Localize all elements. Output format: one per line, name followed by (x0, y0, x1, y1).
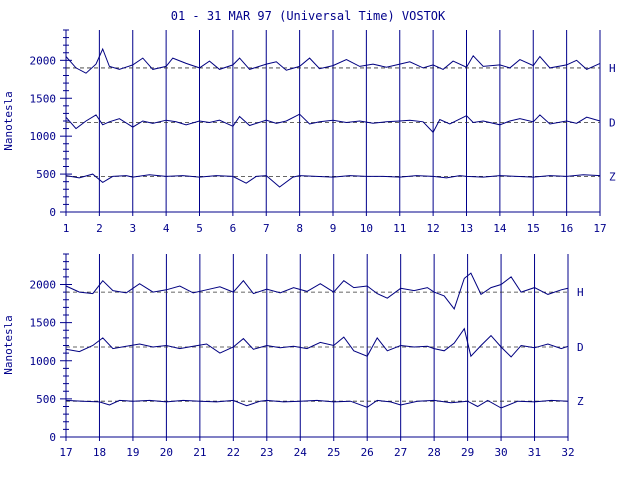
x-tick-label: 10 (360, 222, 373, 235)
x-tick-label: 23 (260, 446, 273, 459)
x-tick-label: 30 (494, 446, 507, 459)
x-tick-label: 17 (59, 446, 72, 459)
x-tick-label: 1 (63, 222, 70, 235)
x-tick-label: 12 (427, 222, 440, 235)
y-tick-label: 500 (36, 168, 56, 181)
chart-title: 01 - 31 MAR 97 (Universal Time) VOSTOK (171, 9, 446, 23)
series-h-line (65, 47, 601, 74)
y-tick-label: 1500 (30, 92, 57, 105)
y-tick-label: 1000 (30, 130, 57, 143)
series-label-h: H (609, 62, 616, 75)
x-tick-label: 17 (593, 222, 606, 235)
x-tick-label: 26 (361, 446, 374, 459)
x-tick-label: 6 (230, 222, 237, 235)
series-d-line (65, 327, 569, 358)
x-tick-label: 29 (461, 446, 474, 459)
x-tick-label: 9 (330, 222, 337, 235)
y-tick-label: 0 (49, 206, 56, 219)
x-tick-label: 18 (93, 446, 106, 459)
x-tick-label: 21 (193, 446, 206, 459)
x-tick-label: 7 (263, 222, 270, 235)
x-tick-label: 27 (394, 446, 407, 459)
chart-panel-2: 0 500 1000 1500 2000 17 18 19 20 21 22 23 24 25 26 27 28… (2, 253, 584, 459)
y-tick-label: 0 (49, 431, 56, 444)
y-tick-label: 1500 (30, 317, 57, 330)
x-tick-label: 31 (528, 446, 541, 459)
y-tick-label: 1000 (30, 355, 57, 368)
x-tick-label: 3 (129, 222, 136, 235)
series-h-line (65, 272, 569, 310)
x-tick-label: 2 (96, 222, 103, 235)
series-label-d: D (577, 341, 584, 354)
x-tick-label: 8 (296, 222, 303, 235)
x-tick-label: 28 (428, 446, 441, 459)
series-d-line (65, 113, 601, 134)
series-z-line (65, 173, 601, 188)
series-z-line (65, 399, 569, 409)
x-tick-label: 5 (196, 222, 203, 235)
series-label-z: Z (577, 395, 584, 408)
x-tick-label: 11 (393, 222, 406, 235)
y-tick-label: 2000 (30, 54, 57, 67)
y-axis-label: Nanotesla (2, 315, 15, 375)
x-tick-label: 25 (327, 446, 340, 459)
x-tick-label: 14 (493, 222, 507, 235)
x-tick-label: 15 (527, 222, 540, 235)
series-label-h: H (577, 286, 584, 299)
y-tick-label: 500 (36, 393, 56, 406)
series-label-d: D (609, 117, 616, 130)
x-tick-label: 24 (294, 446, 308, 459)
x-tick-label: 32 (561, 446, 574, 459)
x-tick-label: 19 (126, 446, 139, 459)
series-label-z: Z (609, 170, 616, 183)
x-tick-label: 22 (227, 446, 240, 459)
y-tick-label: 2000 (30, 279, 57, 292)
x-tick-label: 20 (160, 446, 173, 459)
x-tick-label: 4 (163, 222, 170, 235)
x-tick-label: 13 (460, 222, 473, 235)
x-tick-label: 16 (560, 222, 573, 235)
y-axis-label: Nanotesla (2, 91, 15, 151)
